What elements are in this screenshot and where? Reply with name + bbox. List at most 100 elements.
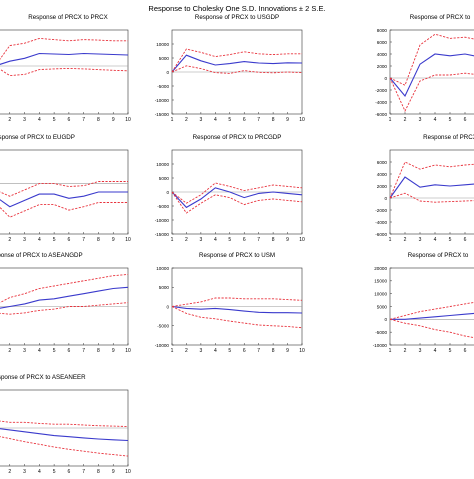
upper-line: [0, 37, 128, 60]
x-tick-label: 1: [171, 348, 174, 354]
x-tick-label: 2: [185, 237, 188, 243]
panel-title: Response of PRCX to: [408, 252, 469, 259]
y-tick-label: -10000: [155, 343, 170, 348]
x-tick-label: 6: [67, 237, 70, 243]
y-tick-label: 8000: [377, 28, 388, 33]
y-tick-label: 0: [384, 196, 387, 201]
x-tick-label: 1: [389, 117, 392, 123]
panel-9: Response of PRCX to 20000 15000 10000 5000 0 -…: [373, 252, 474, 354]
x-tick-label: 10: [125, 237, 131, 243]
x-tick-label: 1: [389, 348, 392, 354]
x-tick-label: 9: [112, 469, 115, 474]
lower-line: [0, 202, 128, 218]
x-tick-label: 4: [434, 348, 437, 354]
x-tick-label: 4: [214, 117, 217, 123]
y-tick-label: 2000: [377, 64, 388, 69]
y-tick-label: 10000: [156, 266, 169, 271]
figure-title: Response to Cholesky One S.D. Innovation…: [148, 4, 326, 13]
y-tick-label: -15000: [155, 232, 170, 237]
upper-line: [389, 33, 474, 86]
upper-line: [0, 420, 129, 427]
x-tick-label: 2: [8, 117, 11, 123]
x-tick-label: 4: [38, 117, 41, 123]
response-line: [171, 305, 303, 314]
lower-line: [171, 191, 303, 214]
y-tick-label: 0: [166, 190, 169, 195]
x-tick-label: 7: [82, 469, 85, 474]
x-tick-label: 4: [434, 237, 437, 243]
panel-title: Response of PRCX to PRCGDP: [193, 134, 282, 141]
x-tick-label: 10: [299, 237, 305, 243]
y-tick-label: -4000: [375, 220, 387, 225]
x-tick-label: 6: [67, 117, 70, 123]
y-tick-label: -6000: [375, 232, 387, 237]
x-tick-label: 7: [82, 348, 85, 354]
y-tick-label: 6000: [377, 160, 388, 165]
y-tick-label: -10000: [155, 98, 170, 103]
x-tick-label: 9: [286, 348, 289, 354]
lower-line: [389, 318, 474, 339]
panel-6: Response of PRCX 6000 4000 2000 0 -2000 -4000 -…: [375, 134, 474, 243]
y-tick-label: -2000: [375, 88, 387, 93]
y-tick-label: 4000: [377, 172, 388, 177]
y-tick-label: 0: [166, 70, 169, 75]
panel-title: Response of PRCX to: [410, 14, 471, 21]
panel-7: ponse of PRCX to ASEANGDP12345678910: [0, 252, 131, 354]
x-tick-label: 1: [171, 237, 174, 243]
x-tick-label: 9: [112, 117, 115, 123]
panel-title: esponse of PRCX to ASEANEER: [0, 374, 86, 381]
x-tick-label: 3: [23, 237, 26, 243]
x-tick-label: 7: [82, 237, 85, 243]
x-tick-label: 3: [23, 117, 26, 123]
x-tick-label: 7: [257, 117, 260, 123]
lower-line: [389, 72, 474, 113]
x-tick-label: 7: [82, 117, 85, 123]
x-tick-label: 7: [257, 237, 260, 243]
response-line: [171, 54, 303, 73]
panel-3: Response of PRCX to 8000 6000 4000 2000 0 -200…: [375, 14, 474, 123]
y-tick-label: 10000: [156, 42, 169, 47]
y-tick-label: 10000: [374, 291, 387, 296]
x-tick-label: 4: [38, 469, 41, 474]
y-tick-label: -6000: [375, 112, 387, 117]
x-tick-label: 5: [53, 237, 56, 243]
y-tick-label: 0: [166, 304, 169, 309]
x-tick-label: 2: [8, 348, 11, 354]
x-tick-label: 9: [286, 237, 289, 243]
x-tick-label: 3: [23, 469, 26, 474]
x-tick-label: 3: [419, 348, 422, 354]
x-tick-label: 3: [199, 237, 202, 243]
response-line: [389, 176, 474, 199]
x-tick-label: 6: [67, 348, 70, 354]
x-tick-label: 9: [286, 117, 289, 123]
response-line: [389, 53, 474, 98]
x-tick-label: 8: [97, 469, 100, 474]
y-tick-label: -5000: [157, 324, 169, 329]
y-tick-label: -5000: [157, 84, 169, 89]
x-tick-label: 5: [449, 117, 452, 123]
x-tick-label: 8: [97, 117, 100, 123]
x-tick-label: 5: [53, 469, 56, 474]
panel-4: esponse of PRCX to EUGDP12345678910: [0, 134, 131, 243]
response-line: [171, 187, 303, 209]
x-tick-label: 2: [404, 348, 407, 354]
y-tick-label: -15000: [155, 112, 170, 117]
x-tick-label: 8: [272, 348, 275, 354]
x-tick-label: 3: [23, 348, 26, 354]
x-tick-label: 5: [449, 348, 452, 354]
y-tick-label: 4000: [377, 52, 388, 57]
x-tick-label: 7: [257, 348, 260, 354]
x-tick-label: 8: [272, 237, 275, 243]
upper-line: [389, 161, 474, 199]
response-line: [0, 428, 129, 442]
panel-title: esponse of PRCX to EUGDP: [0, 134, 75, 141]
x-tick-label: 1: [389, 237, 392, 243]
x-tick-label: 4: [214, 348, 217, 354]
x-tick-label: 4: [38, 348, 41, 354]
upper-line: [0, 181, 128, 197]
x-tick-label: 9: [112, 348, 115, 354]
x-tick-label: 2: [8, 469, 11, 474]
panel-8: Response of PRCX to USM 10000 5000 0 -5000 -1…: [155, 252, 305, 354]
